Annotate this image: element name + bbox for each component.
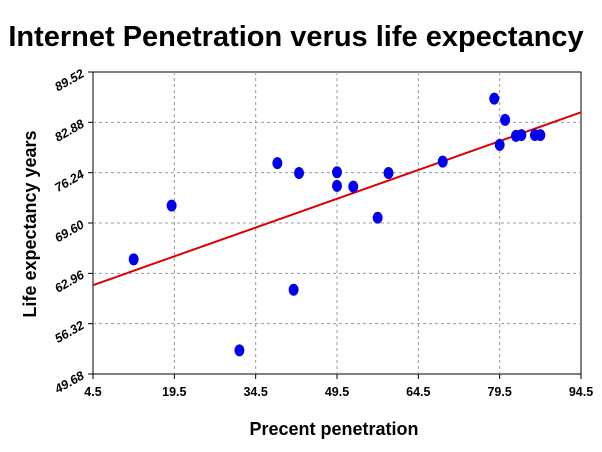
- x-tick-label: 19.5: [162, 385, 186, 399]
- data-point: [288, 283, 299, 296]
- x-tick-label: 94.5: [569, 385, 593, 399]
- data-point: [489, 92, 500, 105]
- y-tick-label: 62.96: [52, 267, 87, 295]
- x-tick-label: 79.5: [487, 385, 511, 399]
- data-point: [372, 211, 383, 224]
- data-point: [494, 138, 505, 151]
- x-tick-label: 4.5: [84, 385, 101, 399]
- data-point: [348, 180, 359, 193]
- data-point: [516, 129, 527, 142]
- data-point: [166, 199, 177, 212]
- x-tick-label: 34.5: [243, 385, 267, 399]
- x-axis-ticks: 4.5 19.5 34.5 49.5 64.5 79.5 94.5: [84, 374, 593, 399]
- x-axis-label: Precent penetration: [249, 419, 418, 439]
- data-point: [272, 157, 283, 170]
- data-point: [437, 155, 448, 168]
- y-axis-label: Life expectancy years: [20, 130, 40, 317]
- data-point: [500, 113, 511, 126]
- data-point: [234, 344, 245, 357]
- data-point: [535, 129, 546, 142]
- x-tick-label: 64.5: [406, 385, 430, 399]
- chart-title: Internet Penetration verus life expectan…: [8, 21, 583, 53]
- grid-lines: [93, 72, 581, 374]
- plot-area: [92, 71, 582, 375]
- y-tick-label: 89.52: [52, 66, 86, 94]
- y-tick-label: 69.60: [52, 217, 86, 245]
- y-tick-label: 76.24: [52, 167, 86, 195]
- data-point: [128, 253, 139, 266]
- y-tick-label: 56.32: [52, 318, 86, 346]
- y-axis-ticks: 49.68 56.32 62.96 69.60 76.24 82.88 89.52: [52, 66, 93, 397]
- data-point: [294, 166, 305, 179]
- x-tick-label: 49.5: [325, 385, 349, 399]
- data-points: [128, 92, 546, 357]
- y-tick-label: 82.88: [52, 117, 86, 145]
- y-tick-label: 49.68: [52, 368, 87, 396]
- data-point: [332, 179, 342, 192]
- data-point: [383, 166, 394, 179]
- data-point: [332, 166, 342, 179]
